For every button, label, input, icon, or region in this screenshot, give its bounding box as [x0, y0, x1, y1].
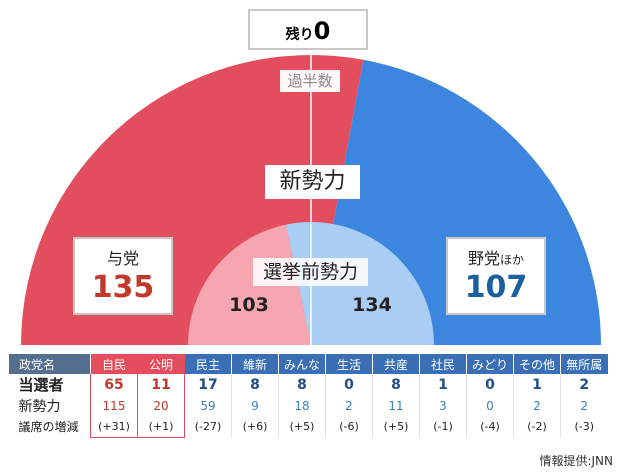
- party-cell-change: (+1): [137, 416, 185, 438]
- new-power-row: 新勢力 115 20 59 9 18 2 11 3 0 2 2: [9, 395, 608, 416]
- opposition-label: 野党: [467, 249, 500, 268]
- party-cell-new-power: 20: [137, 395, 185, 416]
- party-cell-new-power: 0: [466, 395, 514, 416]
- ruling-label: 与党: [106, 249, 139, 268]
- party-cell-bind-name: 公明: [137, 354, 185, 374]
- remaining-box: 残り0: [248, 9, 368, 50]
- remaining-value: 0: [313, 17, 331, 45]
- opposition-total-box: 野党ほか 107: [446, 237, 546, 315]
- party-cell-bind-name: みどり: [466, 354, 514, 374]
- elected-row: 当選者 65 11 17 8 8 0 8 1 0 1 2: [9, 374, 608, 395]
- source-credit: 情報提供:JNN: [539, 454, 613, 468]
- ruling-total-box: 与党 135: [73, 237, 173, 315]
- party-cell-change: (+5): [278, 416, 326, 438]
- party-cell-new-power: 59: [184, 395, 232, 416]
- party-cell-elected: 2: [560, 374, 608, 395]
- party-cell-bind-name: その他: [513, 354, 561, 374]
- party-cell-bind-name: 民主: [184, 354, 232, 374]
- party-cell-change: (-4): [466, 416, 514, 438]
- party-cell-elected: 1: [513, 374, 561, 395]
- party-cell-new-power: 18: [278, 395, 326, 416]
- party-cell-new-power: 115: [90, 395, 138, 416]
- party-cell-change: (+31): [90, 416, 138, 438]
- party-cell-new-power: 2: [513, 395, 561, 416]
- party-cell-new-power: 2: [325, 395, 373, 416]
- party-cell-elected: 1: [419, 374, 467, 395]
- party-cell-change: (-27): [184, 416, 232, 438]
- party-cell-bind-name: 生活: [325, 354, 373, 374]
- ruling-previous-value: 103: [229, 294, 269, 316]
- table-header-row: 政党名 自民 公明 民主 維新 みんな 生活 共産 社民 みどり その他 無所属: [8, 354, 608, 374]
- majority-label: 過半数: [280, 70, 340, 92]
- opposition-label-suffix: ほか: [500, 253, 525, 267]
- change-row: 議席の増減 (+31) (+1) (-27) (+6) (+5) (-6) (+5) (-1)…: [9, 416, 608, 438]
- party-cell-change: (-3): [560, 416, 608, 438]
- party-cell-change: (+6): [231, 416, 279, 438]
- row-label-new-power: 新勢力: [18, 398, 61, 415]
- opposition-label-wrap: 野党ほか: [448, 245, 544, 269]
- party-cell-elected: 8: [231, 374, 279, 395]
- party-cell-change: (-6): [325, 416, 373, 438]
- party-cell-elected: 0: [325, 374, 373, 395]
- party-cell-bind-name: 自民: [90, 354, 138, 374]
- ruling-value: 135: [91, 270, 155, 305]
- header-party-label: 政党名: [8, 354, 91, 374]
- party-cell-bind-name: 社民: [419, 354, 467, 374]
- party-cell-new-power: 3: [419, 395, 467, 416]
- party-cell-elected: 8: [278, 374, 326, 395]
- party-cell-new-power: 11: [372, 395, 420, 416]
- party-cell-bind-name: 維新: [231, 354, 279, 374]
- party-cell-new-power: 2: [560, 395, 608, 416]
- party-cell-elected: 65: [90, 374, 138, 395]
- new-power-title: 新勢力: [265, 165, 360, 199]
- party-cell-bind-name: 無所属: [560, 354, 608, 374]
- party-cell-bind-name: 共産: [372, 354, 420, 374]
- party-cell-elected: 17: [184, 374, 232, 395]
- party-cell-change: (+5): [372, 416, 420, 438]
- ruling-inner-sector: [188, 224, 311, 345]
- row-label-elected: 当選者: [18, 376, 64, 394]
- party-cell-change: (-2): [513, 416, 561, 438]
- party-cell-bind-name: みんな: [278, 354, 326, 374]
- party-cell-elected: 8: [372, 374, 420, 395]
- party-cell-change: (-1): [419, 416, 467, 438]
- party-results-table: 政党名 自民 公明 民主 維新 みんな 生活 共産 社民 みどり その他 無所属 当選者 65 11 1…: [8, 354, 608, 438]
- previous-power-title: 選挙前勢力: [253, 258, 368, 286]
- party-cell-new-power: 9: [231, 395, 279, 416]
- party-cell-elected: 11: [137, 374, 185, 395]
- party-cell-elected: 0: [466, 374, 514, 395]
- opposition-value: 107: [464, 270, 528, 305]
- row-label-change: 議席の増減: [18, 420, 79, 435]
- remaining-label: 残り: [285, 27, 314, 43]
- opposition-previous-value: 134: [352, 294, 392, 316]
